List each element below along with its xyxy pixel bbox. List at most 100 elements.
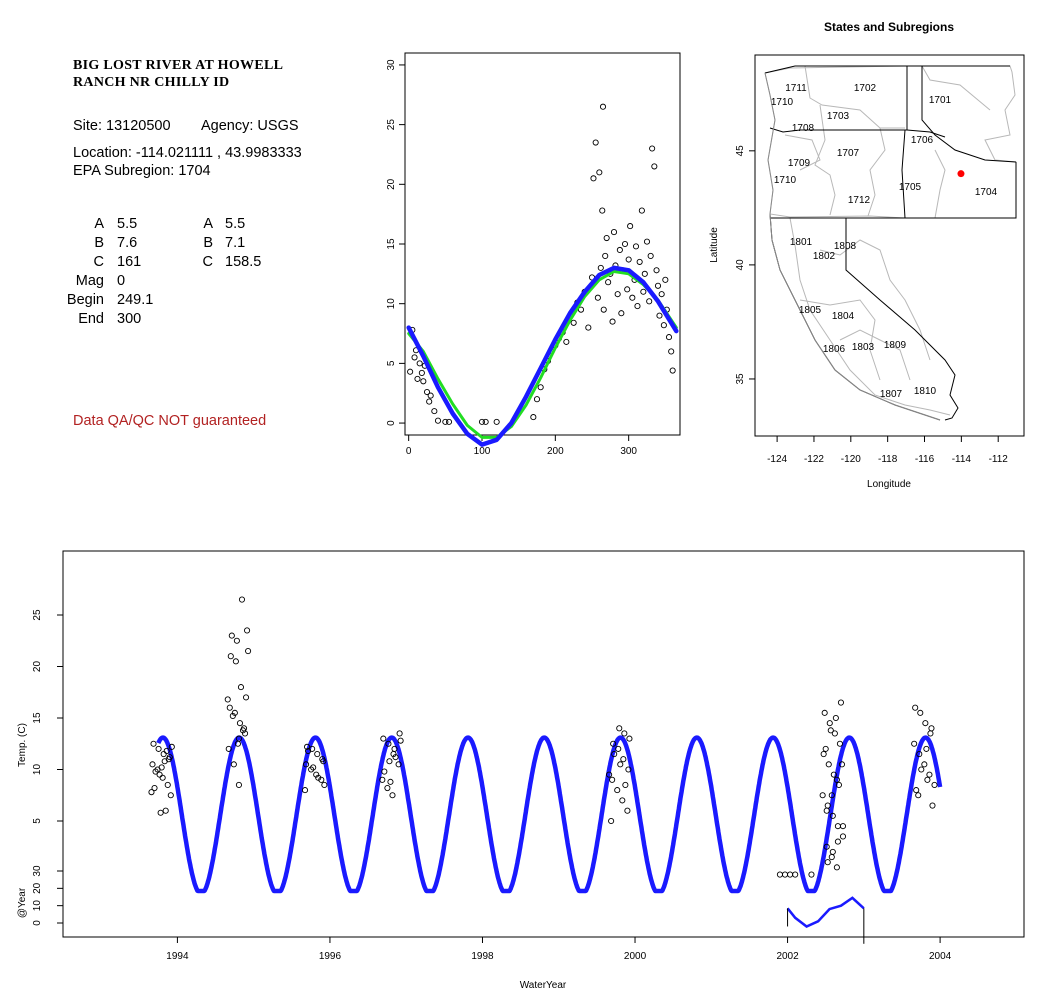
observation-point [824, 802, 831, 809]
map-x-tick-label: -118 [878, 454, 898, 465]
fit-curve [156, 735, 943, 894]
observation-point [244, 627, 251, 634]
observation-point [397, 737, 404, 744]
observation-point [610, 740, 617, 747]
param-key: A [203, 216, 213, 232]
data-point [493, 418, 500, 425]
observation-point [226, 704, 233, 711]
observation-point [238, 596, 246, 603]
observation-point [825, 761, 832, 768]
timeseries-lower-y-axis-label: @Year [17, 887, 28, 918]
data-point [416, 360, 423, 367]
map-y-tick-label: 35 [735, 373, 746, 385]
observation-point [148, 789, 155, 796]
subregion-label: 1702 [854, 83, 877, 94]
fit-curve-green [407, 270, 678, 439]
epa-subregion: EPA Subregion: 1704 [73, 163, 211, 179]
observation-point [787, 871, 794, 878]
data-point [643, 238, 651, 245]
data-point [555, 335, 563, 342]
data-point [427, 392, 434, 399]
observation-point [913, 787, 920, 794]
data-point [563, 338, 570, 345]
fit-curve-blue [406, 265, 679, 447]
ts-x-tick-label: 1994 [166, 951, 189, 962]
observation-point [395, 761, 402, 768]
observation-point [619, 797, 626, 804]
data-point [537, 384, 544, 391]
observation-point [821, 709, 828, 716]
observation-point [321, 781, 328, 789]
data-point [640, 288, 647, 295]
observation-point [225, 745, 232, 752]
param-key: B [203, 235, 213, 251]
data-point [618, 310, 625, 317]
ts-y-tick-label: 5 [32, 818, 43, 824]
data-point [614, 291, 621, 298]
observation-point [617, 761, 624, 768]
data-point [603, 234, 610, 242]
observation-point [228, 632, 235, 639]
data-point [610, 229, 618, 236]
observation-point [827, 727, 834, 734]
observation-point [386, 758, 393, 765]
data-point [647, 252, 654, 259]
map-x-tick-label: -124 [767, 454, 787, 465]
param-value: 158.5 [225, 254, 262, 270]
observation-point [389, 792, 396, 799]
data-point [662, 276, 669, 283]
data-point [632, 243, 640, 250]
observation-point [826, 720, 833, 727]
x-tick-label: 100 [474, 446, 491, 457]
observation-point [151, 784, 158, 792]
observation-point [837, 699, 845, 706]
observation-point [164, 781, 171, 789]
data-point [651, 163, 658, 170]
data-point [548, 348, 555, 355]
data-point [533, 396, 541, 403]
subregion-label: 1707 [837, 148, 860, 159]
data-point [616, 246, 623, 254]
observation-point [396, 730, 403, 737]
observation-point [309, 745, 316, 752]
observation-point [608, 817, 615, 825]
state-boundaries [764, 65, 1017, 421]
observation-point [823, 807, 830, 814]
observation-point [392, 754, 399, 761]
subregion-label: 1710 [771, 97, 794, 108]
param-value: 0 [117, 273, 126, 289]
observation-point [235, 735, 242, 742]
param-value: 249.1 [117, 292, 154, 308]
observation-point [391, 745, 398, 752]
observation-point [916, 751, 923, 758]
ts-lower-y-tick-label: 0 [32, 920, 43, 926]
observation-point [792, 871, 799, 878]
data-point [431, 408, 438, 415]
map-y-axis-label: Latitude [709, 227, 720, 263]
subregion-label: 1809 [884, 340, 907, 351]
subregion-label: 1808 [834, 241, 857, 252]
y-tick-label: 15 [386, 238, 397, 250]
observation-point [390, 751, 397, 758]
data-point [646, 298, 653, 305]
observation-point [168, 743, 175, 750]
observation-point [301, 787, 309, 794]
observation-point [384, 784, 391, 792]
observation-point [611, 751, 618, 758]
observation-point [314, 751, 321, 758]
map-y-tick-label: 40 [735, 259, 746, 271]
data-point [544, 357, 552, 365]
observation-point [927, 730, 934, 737]
observation-point [318, 776, 325, 783]
timeseries-y-axis-label: Temp. (C) [17, 723, 28, 767]
observation-point [921, 761, 928, 768]
observation-point [828, 792, 835, 799]
param-value: 300 [117, 311, 142, 327]
ts-x-tick-label: 2004 [929, 951, 952, 962]
observation-point [823, 843, 830, 850]
data-point [634, 303, 641, 310]
data-point [412, 347, 420, 354]
param-key: B [94, 235, 104, 251]
observation-point [819, 792, 826, 799]
data-point [609, 318, 616, 325]
